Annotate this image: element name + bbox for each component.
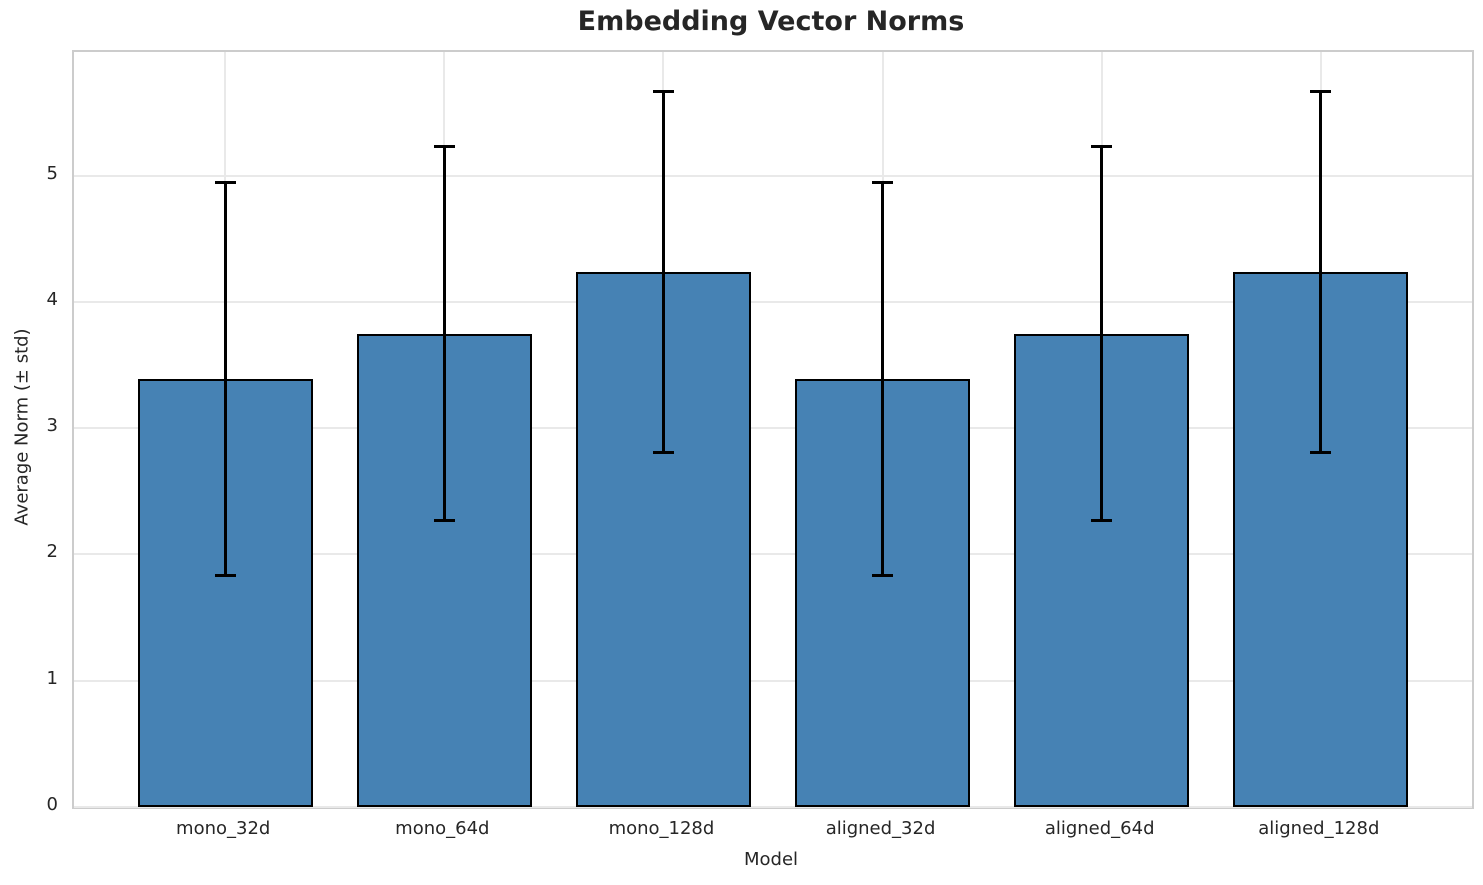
y-tick-label: 1 [46, 667, 58, 689]
x-axis-label: Model [743, 849, 799, 870]
x-tick-label-mono_64d: mono_64d [395, 818, 490, 839]
h-gridline [74, 174, 1472, 177]
error-bar-cap-bottom-mono_32d [214, 574, 236, 578]
error-bar-cap-top-mono_128d [652, 89, 674, 93]
h-gridline [74, 427, 1472, 430]
error-bar-line-mono_64d [442, 146, 446, 521]
error-bar-line-mono_128d [661, 91, 665, 453]
y-tick-label: 5 [46, 162, 58, 184]
h-gridline [74, 679, 1472, 682]
x-tick-label-aligned_128d: aligned_128d [1258, 818, 1380, 839]
error-bar-cap-top-mono_32d [214, 180, 236, 184]
chart-title: Embedding Vector Norms [577, 6, 965, 37]
h-gridline [74, 553, 1472, 556]
error-bar-line-aligned_64d [1100, 146, 1104, 521]
x-tick-label-mono_32d: mono_32d [176, 818, 271, 839]
error-bar-cap-top-aligned_64d [1091, 145, 1113, 149]
y-tick-label: 2 [46, 541, 58, 563]
error-bar-line-aligned_32d [881, 182, 885, 576]
error-bar-cap-top-aligned_128d [1310, 89, 1332, 93]
x-tick-label-mono_128d: mono_128d [608, 818, 715, 839]
error-bar-line-aligned_128d [1319, 91, 1323, 453]
error-bar-cap-bottom-mono_64d [433, 518, 455, 522]
error-bar-cap-bottom-aligned_32d [872, 574, 894, 578]
error-bar-cap-bottom-aligned_64d [1091, 518, 1113, 522]
error-bar-cap-bottom-mono_128d [652, 450, 674, 454]
error-bar-cap-bottom-aligned_128d [1310, 450, 1332, 454]
error-bar-cap-top-aligned_32d [872, 180, 894, 184]
y-tick-label: 4 [46, 288, 58, 310]
h-gridline [74, 806, 1472, 808]
error-bar-cap-top-mono_64d [433, 145, 455, 149]
y-tick-label: 3 [46, 415, 58, 437]
plot-area [72, 50, 1474, 809]
h-gridline [74, 300, 1472, 303]
y-tick-label: 0 [46, 794, 58, 815]
bar-aligned_64d [1014, 333, 1190, 807]
error-bar-line-mono_32d [223, 182, 227, 576]
x-tick-label-aligned_64d: aligned_64d [1044, 818, 1155, 839]
x-tick-label-aligned_32d: aligned_32d [825, 818, 936, 839]
